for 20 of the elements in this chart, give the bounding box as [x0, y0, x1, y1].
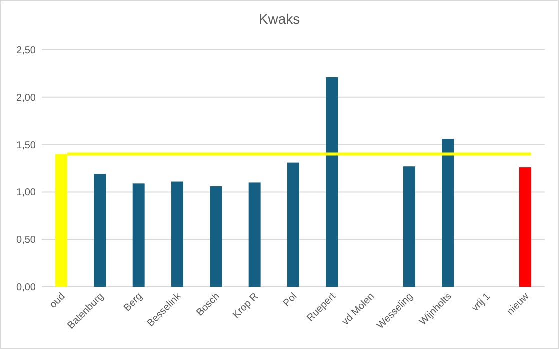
bar	[210, 186, 222, 287]
chart-title: Kwaks	[258, 11, 300, 27]
x-tick-label: vrij 1	[470, 291, 494, 314]
bar	[288, 162, 300, 287]
bar	[248, 182, 261, 287]
bar	[94, 174, 106, 287]
y-tick-label: 1,00	[16, 188, 36, 199]
y-tick-label: 0,00	[16, 282, 36, 294]
y-tick-label: 2,50	[16, 46, 36, 56]
bar	[326, 77, 338, 287]
x-tick-label: Pol	[282, 291, 300, 310]
x-tick-label: oud	[48, 291, 68, 311]
bar	[442, 139, 454, 287]
bar	[172, 182, 184, 287]
bar	[403, 166, 416, 287]
bar	[132, 184, 145, 287]
y-tick-label: 1,50	[16, 140, 36, 152]
y-tick-label: 0,50	[16, 235, 36, 246]
bar	[519, 168, 532, 287]
y-tick-label: 2,00	[16, 92, 36, 104]
